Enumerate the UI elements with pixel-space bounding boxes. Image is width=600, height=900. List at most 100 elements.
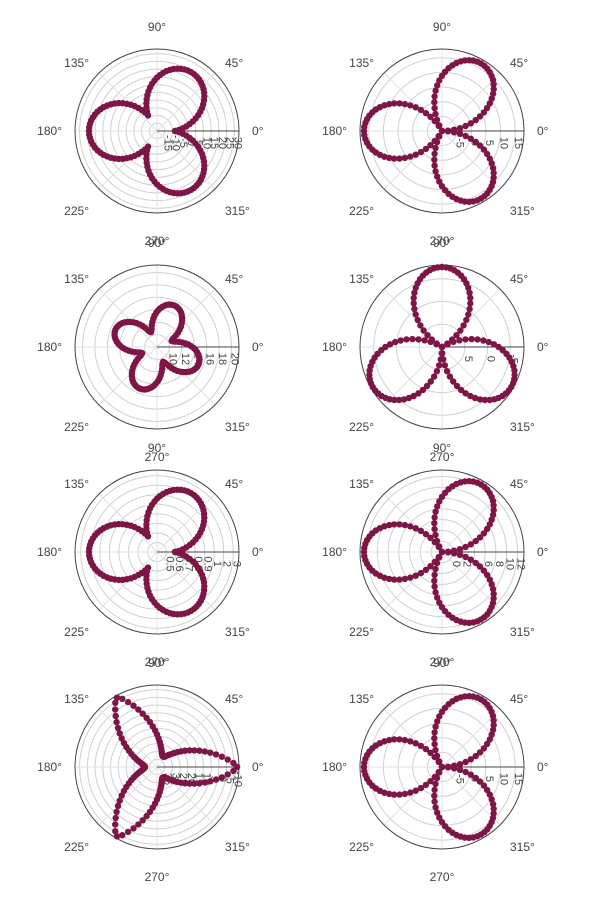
data-point <box>444 368 450 374</box>
data-point <box>436 769 442 775</box>
data-point <box>431 787 437 793</box>
angular-tick-label: 180° <box>322 340 347 354</box>
data-point <box>407 102 413 108</box>
data-point <box>465 311 471 317</box>
data-point <box>219 754 225 760</box>
data-point <box>431 729 437 735</box>
radial-tick-label: 3 <box>230 561 242 567</box>
data-point <box>207 778 213 784</box>
angular-tick-label: 315° <box>225 204 250 218</box>
data-point <box>402 155 408 161</box>
data-point <box>432 566 438 572</box>
data-point <box>434 139 440 145</box>
angular-tick-label: 315° <box>510 420 535 434</box>
data-point <box>439 350 445 356</box>
angular-tick-label: 135° <box>64 477 89 491</box>
data-point <box>411 300 417 306</box>
data-point <box>445 764 451 770</box>
data-point <box>112 821 118 827</box>
data-point <box>396 791 402 797</box>
data-point <box>213 776 219 782</box>
data-point <box>415 336 421 342</box>
data-point <box>445 549 451 555</box>
polar-subplot-row3-right: 0°45°90°135°180°225°270°315°024681012 <box>322 441 549 669</box>
angular-tick-label: 90° <box>433 236 451 250</box>
data-point <box>466 306 472 312</box>
angular-tick-label: 135° <box>349 56 374 70</box>
radial-tick-label: 5 <box>483 140 495 146</box>
data-point <box>442 362 448 368</box>
angular-tick-label: 90° <box>148 441 166 455</box>
angular-tick-label: 0° <box>252 760 264 774</box>
data-point <box>125 699 131 705</box>
data-point <box>431 572 437 578</box>
data-point <box>431 793 437 799</box>
polar-subplot-row2-left: 0°45°90°135°180°225°270°315°101214161820 <box>37 236 264 464</box>
angular-tick-label: 90° <box>148 236 166 250</box>
radial-tick-label: -5 <box>454 138 466 148</box>
radial-tick-label: 12 <box>515 558 527 570</box>
angular-tick-label: 45° <box>510 56 528 70</box>
radial-tick-label: 15 <box>512 773 524 785</box>
radial-tick-label: 0 <box>450 561 462 567</box>
angular-tick-label: 90° <box>148 656 166 670</box>
data-point <box>396 155 402 161</box>
polar-subplot-row1-right: 0°45°90°135°180°225°270°315°-5051015 <box>322 20 549 248</box>
angular-tick-label: 45° <box>225 272 243 286</box>
angular-tick-label: 135° <box>349 692 374 706</box>
data-point <box>457 131 463 137</box>
angular-tick-label: 0° <box>252 545 264 559</box>
angular-tick-label: 135° <box>64 56 89 70</box>
data-point <box>474 336 480 342</box>
data-point <box>431 741 437 747</box>
radial-tick-label: 5 <box>462 356 474 362</box>
angular-tick-label: 0° <box>537 340 549 354</box>
radial-tick-label: -5 <box>454 774 466 784</box>
data-point <box>119 832 125 838</box>
data-point <box>434 368 440 374</box>
data-point <box>202 748 208 754</box>
data-point <box>431 157 437 163</box>
data-point <box>411 306 417 312</box>
data-point <box>440 356 446 362</box>
data-point <box>431 514 437 520</box>
angular-tick-label: 225° <box>349 840 374 854</box>
angular-tick-label: 45° <box>225 477 243 491</box>
data-point <box>427 339 433 345</box>
data-point <box>207 750 213 756</box>
radial-tick-label: 18 <box>216 353 228 365</box>
data-point <box>436 554 442 560</box>
data-point <box>169 338 175 344</box>
data-point <box>431 105 437 111</box>
data-point <box>413 311 419 317</box>
radial-tick-label: 12 <box>179 353 191 365</box>
data-point <box>402 737 408 743</box>
data-point <box>451 129 457 135</box>
data-point <box>431 578 437 584</box>
data-point <box>113 809 119 815</box>
angular-tick-label: 135° <box>64 272 89 286</box>
data-point <box>402 576 408 582</box>
data-point <box>225 771 231 777</box>
radial-tick-label: 10 <box>498 773 510 785</box>
data-point <box>457 546 463 552</box>
data-point <box>403 336 409 342</box>
angular-tick-label: 90° <box>433 441 451 455</box>
data-point <box>486 339 492 345</box>
data-point <box>431 798 437 804</box>
data-point <box>432 724 438 730</box>
data-point <box>439 128 445 134</box>
data-point <box>431 735 437 741</box>
polar-subplot-row1-left: 0°45°90°135°180°225°270°315°-15-10-50510… <box>37 20 264 248</box>
angular-tick-label: 180° <box>322 545 347 559</box>
data-point <box>113 719 119 725</box>
angular-tick-label: 225° <box>349 625 374 639</box>
angular-tick-label: 180° <box>322 760 347 774</box>
angular-tick-label: 225° <box>349 420 374 434</box>
angular-tick-label: 315° <box>510 625 535 639</box>
angular-tick-label: 135° <box>349 477 374 491</box>
data-point <box>115 803 121 809</box>
angular-tick-label: 0° <box>537 124 549 138</box>
radial-tick-label: 6 <box>482 561 494 567</box>
